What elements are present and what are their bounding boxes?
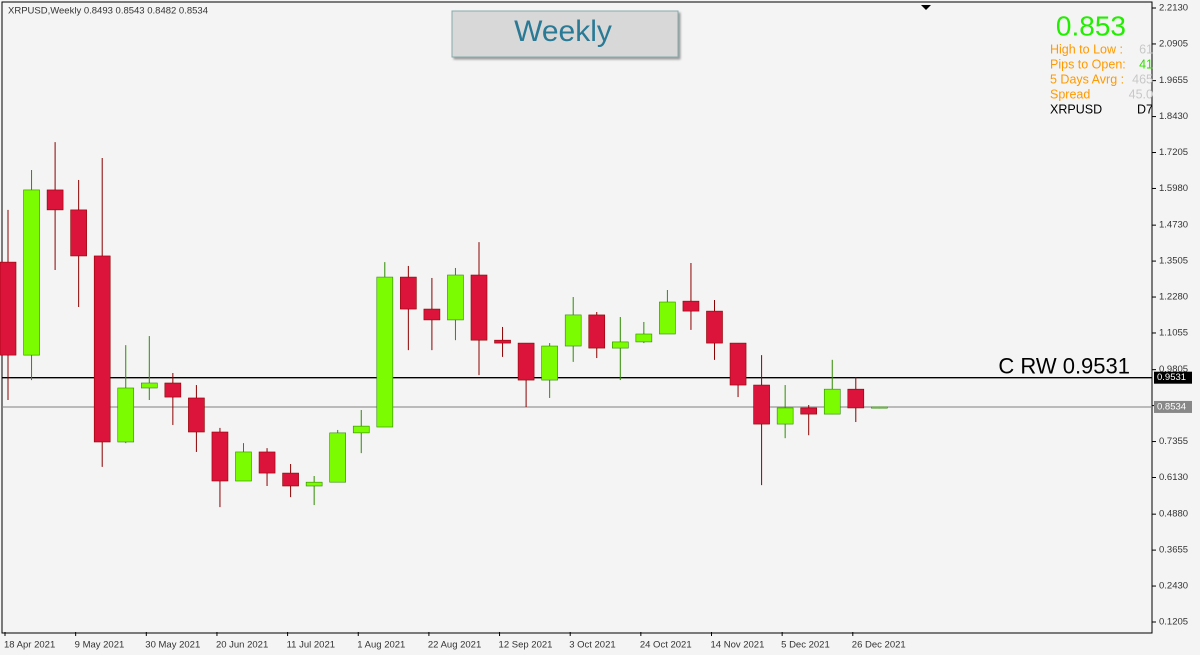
candle-body [164, 382, 182, 398]
candle-body [188, 397, 205, 433]
candle-body [494, 339, 511, 344]
y-tick-label: 0.6130 [1159, 472, 1188, 483]
y-tick-label: 1.8430 [1159, 111, 1188, 122]
y-tick-label: 1.2280 [1159, 292, 1188, 303]
title-box [451, 10, 679, 58]
candle-body [541, 345, 558, 381]
y-tick-label: 0.2430 [1159, 581, 1188, 592]
x-tick-label: 12 Sep 2021 [499, 640, 553, 651]
shift-marker [921, 5, 931, 10]
info-value: 61 [1139, 42, 1153, 56]
candle-body [706, 310, 723, 344]
candle-body [447, 274, 464, 321]
y-tick-label: 1.1055 [1159, 327, 1188, 338]
x-tick-label: 1 Aug 2021 [357, 640, 405, 651]
x-tick-label: 14 Nov 2021 [711, 640, 765, 651]
x-tick-label: 11 Jul 2021 [287, 640, 335, 651]
y-tick-label: 0.4880 [1159, 509, 1188, 520]
candle-body [564, 314, 582, 347]
current-price: 0.853 [1056, 10, 1126, 41]
candle-body [753, 384, 770, 425]
x-tick-label: 26 Dec 2021 [852, 640, 906, 651]
candle-body [423, 308, 441, 321]
candle-body [305, 481, 323, 487]
price-tag-bg [1154, 400, 1192, 413]
y-tick-label: 2.0905 [1159, 38, 1188, 49]
y-tick-label: 0.3655 [1159, 545, 1188, 556]
candle-body [376, 276, 394, 428]
candle-body [0, 261, 17, 356]
candle-body [282, 472, 299, 487]
y-tick-label: 1.7205 [1159, 147, 1188, 158]
candle-body [258, 451, 276, 474]
chart-header: XRPUSD,Weekly 0.8493 0.8543 0.8482 0.853… [8, 6, 208, 17]
info-value: 45.0 [1129, 87, 1153, 101]
y-tick-label: 0.9805 [1159, 364, 1188, 375]
candle-body [659, 301, 676, 335]
info-value: 41 [1139, 57, 1153, 71]
y-tick-label: 1.3505 [1159, 256, 1188, 267]
candle-body [635, 333, 653, 343]
candle-body [847, 388, 865, 409]
candle-body [117, 387, 135, 443]
candle-body [400, 276, 417, 310]
price-line-label: C RW 0.9531 [998, 354, 1130, 379]
candle-body [682, 300, 700, 312]
x-tick-label: 24 Oct 2021 [640, 640, 692, 651]
candle-body [211, 431, 229, 482]
x-tick-label: 3 Oct 2021 [569, 640, 615, 651]
candle-body [470, 274, 488, 341]
candle-body [23, 189, 40, 356]
x-tick-label: 20 Jun 2021 [216, 640, 268, 651]
info-value: D7 [1137, 102, 1153, 116]
price-tag: 0.9531 [1157, 372, 1186, 383]
candle-body [611, 341, 629, 349]
x-tick-label: 18 Apr 2021 [4, 640, 55, 651]
candle-body [517, 342, 535, 381]
candle-body [329, 432, 347, 483]
chart-title: Weekly [514, 15, 612, 48]
candle-body [729, 342, 747, 386]
candle-body [871, 406, 888, 409]
info-label: Spread [1050, 87, 1090, 101]
info-label: Pips to Open: [1050, 57, 1126, 71]
candle-body [823, 388, 841, 415]
price-tag-bg [1154, 371, 1192, 384]
candle-body [588, 314, 606, 349]
y-tick-label: 1.9655 [1159, 75, 1188, 86]
candle-body [141, 382, 158, 389]
candle-body [70, 209, 87, 257]
info-value: 465 [1132, 72, 1153, 86]
y-tick-label: 2.2130 [1159, 3, 1188, 14]
candle-body [800, 407, 818, 415]
info-label: High to Low : [1050, 42, 1123, 56]
info-label: 5 Days Avrg : [1050, 72, 1124, 86]
x-tick-label: 30 May 2021 [145, 640, 200, 651]
candle-body [235, 451, 252, 482]
x-tick-label: 9 May 2021 [75, 640, 125, 651]
y-tick-label: 1.5980 [1159, 183, 1188, 194]
x-tick-label: 22 Aug 2021 [428, 640, 481, 651]
price-tag: 0.8534 [1157, 401, 1186, 412]
y-tick-label: 0.7355 [1159, 436, 1188, 447]
candle-body [352, 425, 370, 434]
candle-body [776, 407, 794, 425]
x-tick-label: 5 Dec 2021 [781, 640, 830, 651]
y-tick-label: 0.1205 [1159, 617, 1188, 628]
y-tick-label: 1.4730 [1159, 220, 1188, 231]
info-label: XRPUSD [1050, 102, 1102, 116]
candle-body [93, 255, 111, 443]
candle-body [46, 189, 64, 211]
